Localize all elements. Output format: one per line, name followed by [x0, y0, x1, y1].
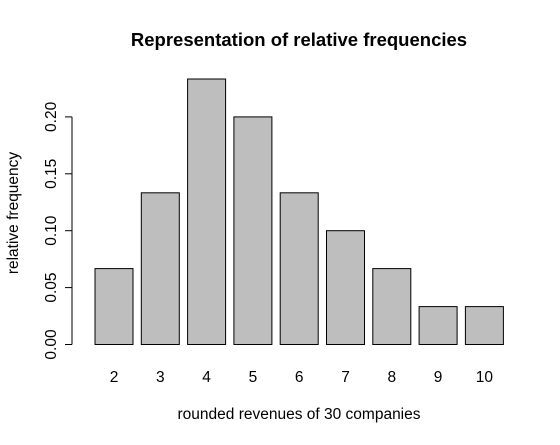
y-tick-label: 0.20 [43, 101, 60, 132]
bar [372, 268, 412, 345]
y-tick-label: 0.00 [43, 329, 60, 360]
bar [94, 268, 134, 345]
x-tick-label: 8 [387, 369, 396, 386]
x-axis-label: rounded revenues of 30 companies [178, 406, 421, 423]
x-tick-label: 10 [476, 369, 494, 386]
x-tick-label: 2 [110, 369, 119, 386]
chart-title: Representation of relative frequencies [131, 29, 467, 50]
bar [233, 116, 273, 346]
x-tick-label: 5 [249, 369, 258, 386]
x-tick-label: 6 [295, 369, 304, 386]
bar [187, 78, 227, 345]
x-tick-label: 9 [434, 369, 443, 386]
bars [94, 78, 504, 346]
bar [418, 306, 458, 346]
y-tick-label: 0.15 [43, 159, 60, 189]
y-axis: 0.00 0.05 0.10 0.15 0.20 [43, 101, 73, 360]
bar [279, 192, 319, 345]
x-tick-labels: 2 3 4 5 6 7 8 9 10 [110, 369, 494, 386]
y-tick-label: 0.10 [43, 215, 60, 246]
y-tick-label: 0.05 [43, 273, 60, 303]
bar [326, 230, 365, 345]
x-tick-label: 7 [341, 369, 350, 386]
bar [140, 192, 180, 345]
x-tick-label: 4 [202, 369, 211, 386]
x-tick-label: 3 [156, 369, 165, 386]
bar [464, 306, 504, 346]
y-axis-label: relative frequency [5, 152, 22, 275]
